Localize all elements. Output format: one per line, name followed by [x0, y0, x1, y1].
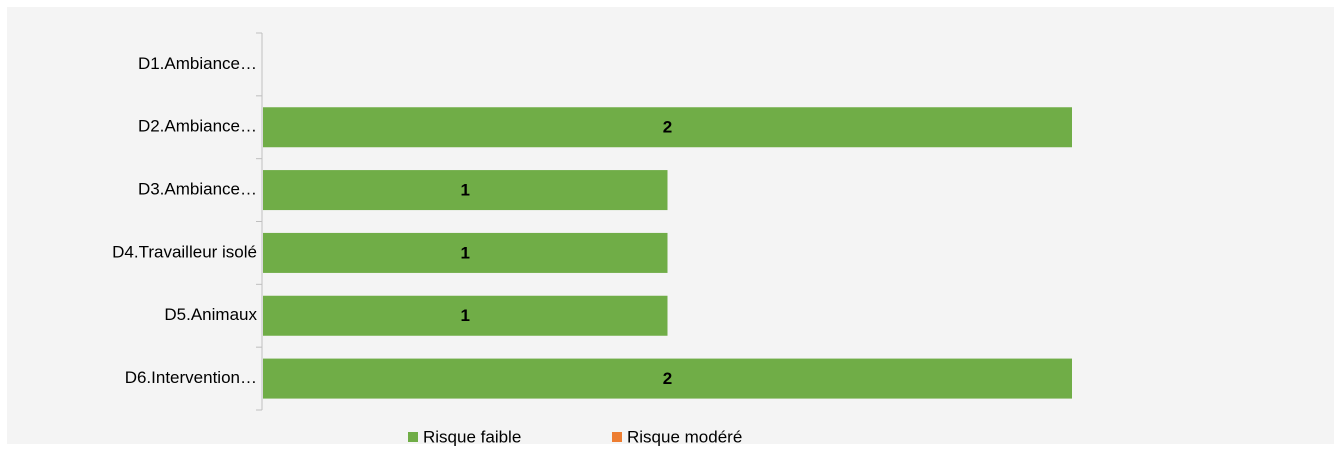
bar [263, 295, 668, 336]
bar [263, 358, 1072, 399]
y-tick-label: D3.Ambiance… [138, 180, 257, 199]
legend-label: Risque modéré [627, 427, 742, 446]
legend-label: Risque faible [423, 427, 521, 446]
y-tick-label: D6.Intervention… [125, 368, 257, 387]
data-label: 1 [461, 181, 470, 200]
data-label: 2 [663, 118, 672, 137]
y-tick-label: D2.Ambiance… [138, 117, 257, 136]
y-tick-label: D5.Animaux [164, 305, 257, 324]
data-label: 1 [461, 306, 470, 325]
legend-swatch [408, 432, 418, 442]
y-tick-label: D4.Travailleur isolé [112, 242, 257, 261]
legend-swatch [612, 432, 622, 442]
y-tick-label: D1.Ambiance… [138, 54, 257, 73]
data-label: 1 [461, 243, 470, 262]
bar [263, 232, 668, 273]
data-label: 2 [663, 369, 672, 388]
bar [263, 170, 668, 211]
bar [263, 107, 1072, 148]
